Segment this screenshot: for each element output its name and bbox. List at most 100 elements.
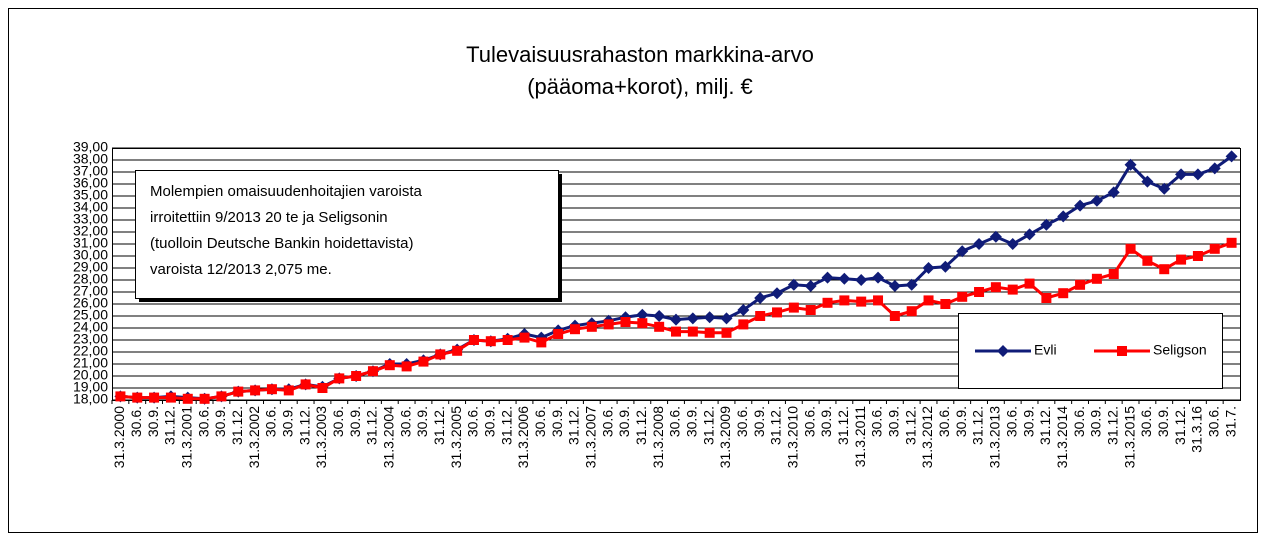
- point: [721, 327, 732, 338]
- point: [956, 245, 969, 258]
- legend-marker: [1117, 346, 1127, 356]
- point: [1040, 218, 1053, 231]
- x-tick-label: 30.6.: [465, 406, 481, 437]
- note-line: irroitettiin 9/2013 20 te ja Seligsonin: [150, 209, 388, 226]
- point: [1158, 182, 1171, 195]
- x-tick-label: 30.9.: [953, 406, 969, 437]
- x-tick-label: 30.9.: [1155, 406, 1171, 437]
- chart-title: Tulevaisuusrahaston markkina-arvo: [466, 42, 814, 67]
- y-tick-label: 31,00: [73, 235, 108, 251]
- x-tick-label: 30.9.: [1088, 406, 1104, 437]
- x-tick-label: 31.3.2003: [313, 406, 329, 468]
- point: [1091, 273, 1102, 284]
- x-tick-label: 31.12.: [566, 406, 582, 445]
- point: [738, 319, 749, 330]
- point: [569, 324, 580, 335]
- x-tick-label: 31.3.2015: [1121, 406, 1137, 468]
- point: [856, 296, 867, 307]
- x-tick-label: 30.6.: [195, 406, 211, 437]
- x-tick-label: 30.6.: [1071, 406, 1087, 437]
- chart-title: (pääoma+korot), milj. €: [527, 74, 753, 99]
- point: [703, 311, 716, 324]
- point: [586, 321, 597, 332]
- point: [755, 311, 766, 321]
- point: [435, 349, 446, 360]
- x-tick-label: 30.6.: [1205, 406, 1221, 437]
- point: [115, 391, 126, 402]
- point: [199, 393, 210, 404]
- x-tick-label: 31.3.16: [1189, 406, 1205, 453]
- y-tick-label: 34,00: [73, 199, 108, 215]
- y-tick-label: 22,00: [73, 343, 108, 359]
- x-tick-label: 31.3.2004: [380, 406, 396, 468]
- point: [266, 384, 277, 395]
- x-tick-label: 30.9.: [212, 406, 228, 437]
- point: [788, 302, 799, 313]
- point: [149, 392, 160, 403]
- point: [1141, 175, 1154, 188]
- point: [989, 230, 1002, 243]
- y-tick-label: 27,00: [73, 283, 108, 299]
- x-tick-label: 30.9.: [751, 406, 767, 437]
- point: [384, 360, 395, 371]
- point: [1225, 150, 1238, 163]
- point: [923, 295, 934, 306]
- point: [704, 327, 715, 338]
- y-tick-label: 19,00: [73, 379, 108, 395]
- point: [351, 371, 362, 381]
- point: [973, 238, 986, 250]
- point: [1090, 194, 1103, 207]
- x-tick-label: 31.3.2012: [919, 406, 935, 468]
- x-tick-label: 31.12.: [1037, 406, 1053, 445]
- x-tick-label: 31.12.: [970, 406, 986, 445]
- point: [653, 310, 666, 322]
- x-tick-label: 30.6.: [532, 406, 548, 437]
- x-tick-label: 30.6.: [1003, 406, 1019, 437]
- point: [485, 336, 496, 347]
- point: [334, 373, 345, 384]
- point: [686, 312, 699, 325]
- x-tick-label: 31.3.2010: [785, 406, 801, 468]
- y-tick-label: 32,00: [73, 223, 108, 239]
- point: [519, 332, 530, 343]
- point: [1125, 243, 1136, 254]
- point: [1175, 168, 1188, 181]
- x-tick-label: 30.9.: [886, 406, 902, 437]
- x-tick-label: 30.6.: [801, 406, 817, 437]
- y-tick-label: 30,00: [73, 247, 108, 263]
- x-tick-label: 31.12.: [162, 406, 178, 445]
- legend-label: Seligson: [1153, 342, 1207, 358]
- x-tick-label: 30.6.: [734, 406, 750, 437]
- point: [720, 312, 733, 325]
- point: [906, 306, 917, 317]
- x-tick-label: 31.12.: [1172, 406, 1188, 445]
- x-tick-label: 31.12.: [229, 406, 245, 445]
- point: [620, 317, 631, 327]
- x-tick-label: 30.6.: [599, 406, 615, 437]
- y-tick-label: 21,00: [73, 355, 108, 371]
- point: [1209, 243, 1220, 254]
- point: [502, 335, 513, 345]
- x-tick-label: 31.3.2013: [987, 406, 1003, 468]
- point: [1024, 278, 1035, 289]
- y-tick-label: 25,00: [73, 307, 108, 323]
- y-tick-label: 35,00: [73, 187, 108, 203]
- point: [804, 280, 817, 292]
- point: [165, 392, 176, 403]
- x-tick-label: 30.9.: [1020, 406, 1036, 437]
- note-box: [135, 170, 559, 299]
- point: [1208, 162, 1221, 175]
- point: [772, 307, 783, 318]
- x-tick-label: 31.12.: [902, 406, 918, 445]
- point: [654, 321, 665, 332]
- y-tick-label: 39,00: [73, 139, 108, 155]
- x-tick-label: 30.6.: [1138, 406, 1154, 437]
- point: [1074, 199, 1087, 212]
- point: [922, 262, 935, 274]
- point: [1023, 228, 1036, 241]
- y-tick-label: 18,00: [73, 391, 108, 407]
- point: [1159, 264, 1170, 275]
- point: [317, 383, 328, 393]
- point: [957, 291, 968, 302]
